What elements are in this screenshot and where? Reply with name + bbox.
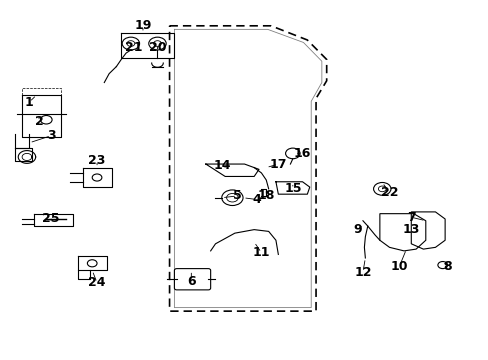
Text: 4: 4	[252, 193, 261, 206]
Text: 17: 17	[269, 158, 286, 171]
Text: 13: 13	[402, 223, 419, 236]
Text: 19: 19	[134, 19, 151, 32]
Text: 7: 7	[406, 211, 415, 224]
Text: 1: 1	[25, 95, 34, 108]
Text: 6: 6	[186, 275, 195, 288]
Text: 18: 18	[257, 189, 274, 202]
Text: 9: 9	[353, 223, 362, 236]
Text: 8: 8	[442, 260, 451, 273]
Text: 15: 15	[284, 183, 301, 195]
Text: 3: 3	[47, 129, 55, 142]
Text: 24: 24	[88, 276, 105, 289]
Text: 12: 12	[353, 266, 371, 279]
Text: 10: 10	[389, 260, 407, 273]
Text: 16: 16	[293, 147, 310, 160]
Text: 2: 2	[35, 115, 43, 128]
Text: 20: 20	[148, 41, 166, 54]
Text: 14: 14	[214, 159, 231, 172]
Text: 23: 23	[88, 154, 105, 167]
Text: 11: 11	[252, 246, 269, 259]
Text: 21: 21	[124, 41, 142, 54]
Text: 22: 22	[380, 186, 397, 199]
Text: 5: 5	[232, 189, 241, 202]
Text: 25: 25	[42, 212, 60, 225]
